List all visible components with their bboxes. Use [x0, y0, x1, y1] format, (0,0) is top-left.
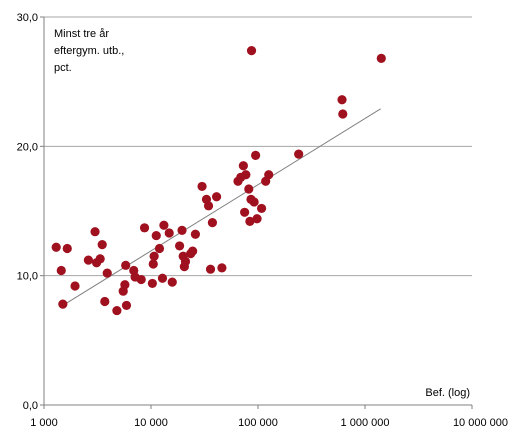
data-point — [121, 260, 131, 270]
data-point — [211, 192, 222, 202]
data-point — [51, 242, 61, 252]
data-point — [157, 273, 168, 283]
y-axis-label-line: Minst tre år — [54, 28, 109, 40]
data-point — [159, 220, 169, 230]
data-point — [56, 265, 66, 276]
data-point — [90, 227, 100, 237]
y-tick-label: 0,0 — [23, 400, 38, 412]
y-axis-label: Minst tre år eftergym. utb., pct. — [54, 28, 124, 74]
data-points — [51, 46, 386, 316]
data-point — [197, 181, 207, 192]
data-point — [154, 243, 165, 254]
data-point — [177, 225, 187, 235]
data-point — [83, 255, 94, 265]
data-point — [97, 240, 107, 250]
data-point — [139, 223, 150, 233]
data-point — [174, 241, 185, 251]
y-tick-label: 30,0 — [17, 12, 38, 24]
data-point — [148, 259, 158, 269]
data-point — [102, 268, 112, 278]
data-point — [217, 263, 227, 273]
data-point — [121, 300, 132, 311]
data-point — [249, 197, 259, 207]
data-point — [100, 296, 110, 307]
data-point — [58, 299, 68, 309]
x-tick-label: 10 000 — [134, 417, 168, 429]
data-point — [376, 53, 386, 63]
data-point — [338, 109, 348, 119]
x-tick-label: 1 000 — [30, 417, 58, 429]
data-point — [240, 207, 250, 217]
data-point — [205, 264, 216, 274]
axes — [40, 16, 473, 409]
data-point — [246, 46, 257, 56]
trendline — [62, 108, 381, 306]
x-tick-label: 100 000 — [238, 417, 278, 429]
data-point — [147, 278, 157, 289]
trendline-group — [62, 108, 381, 306]
data-point — [264, 170, 274, 180]
data-point — [70, 281, 80, 291]
data-point — [149, 251, 159, 261]
data-point — [241, 170, 251, 180]
data-point — [62, 243, 72, 254]
data-point — [188, 246, 198, 256]
data-point — [167, 277, 177, 287]
y-axis-label-line: eftergym. utb., — [54, 45, 124, 57]
x-tick-label: 10 000 000 — [453, 417, 508, 429]
data-point — [203, 201, 214, 211]
data-point — [244, 184, 254, 194]
data-point — [112, 305, 122, 316]
data-point — [294, 149, 304, 159]
data-point — [245, 216, 255, 226]
y-axis-label-line: pct. — [54, 62, 72, 74]
data-point — [151, 230, 161, 241]
x-tick-labels: 1 000 10 000 100 000 1 000 000 10 000 000 — [30, 417, 508, 429]
x-axis-label: Bef. (log) — [425, 387, 470, 399]
data-point — [256, 203, 267, 214]
data-point — [136, 274, 146, 285]
data-point — [207, 218, 218, 228]
data-point — [180, 256, 191, 267]
data-point — [95, 254, 105, 264]
y-tick-label: 20,0 — [17, 141, 38, 153]
data-point — [238, 161, 248, 171]
data-point — [252, 214, 262, 224]
data-point — [337, 95, 347, 105]
gridlines — [44, 16, 472, 277]
y-tick-label: 10,0 — [17, 271, 38, 283]
data-point — [120, 280, 130, 290]
data-point — [190, 229, 201, 239]
data-point — [164, 228, 174, 238]
y-tick-labels: 0,0 10,0 20,0 30,0 — [17, 12, 38, 412]
x-tick-label: 1 000 000 — [341, 417, 390, 429]
data-point — [251, 150, 261, 160]
